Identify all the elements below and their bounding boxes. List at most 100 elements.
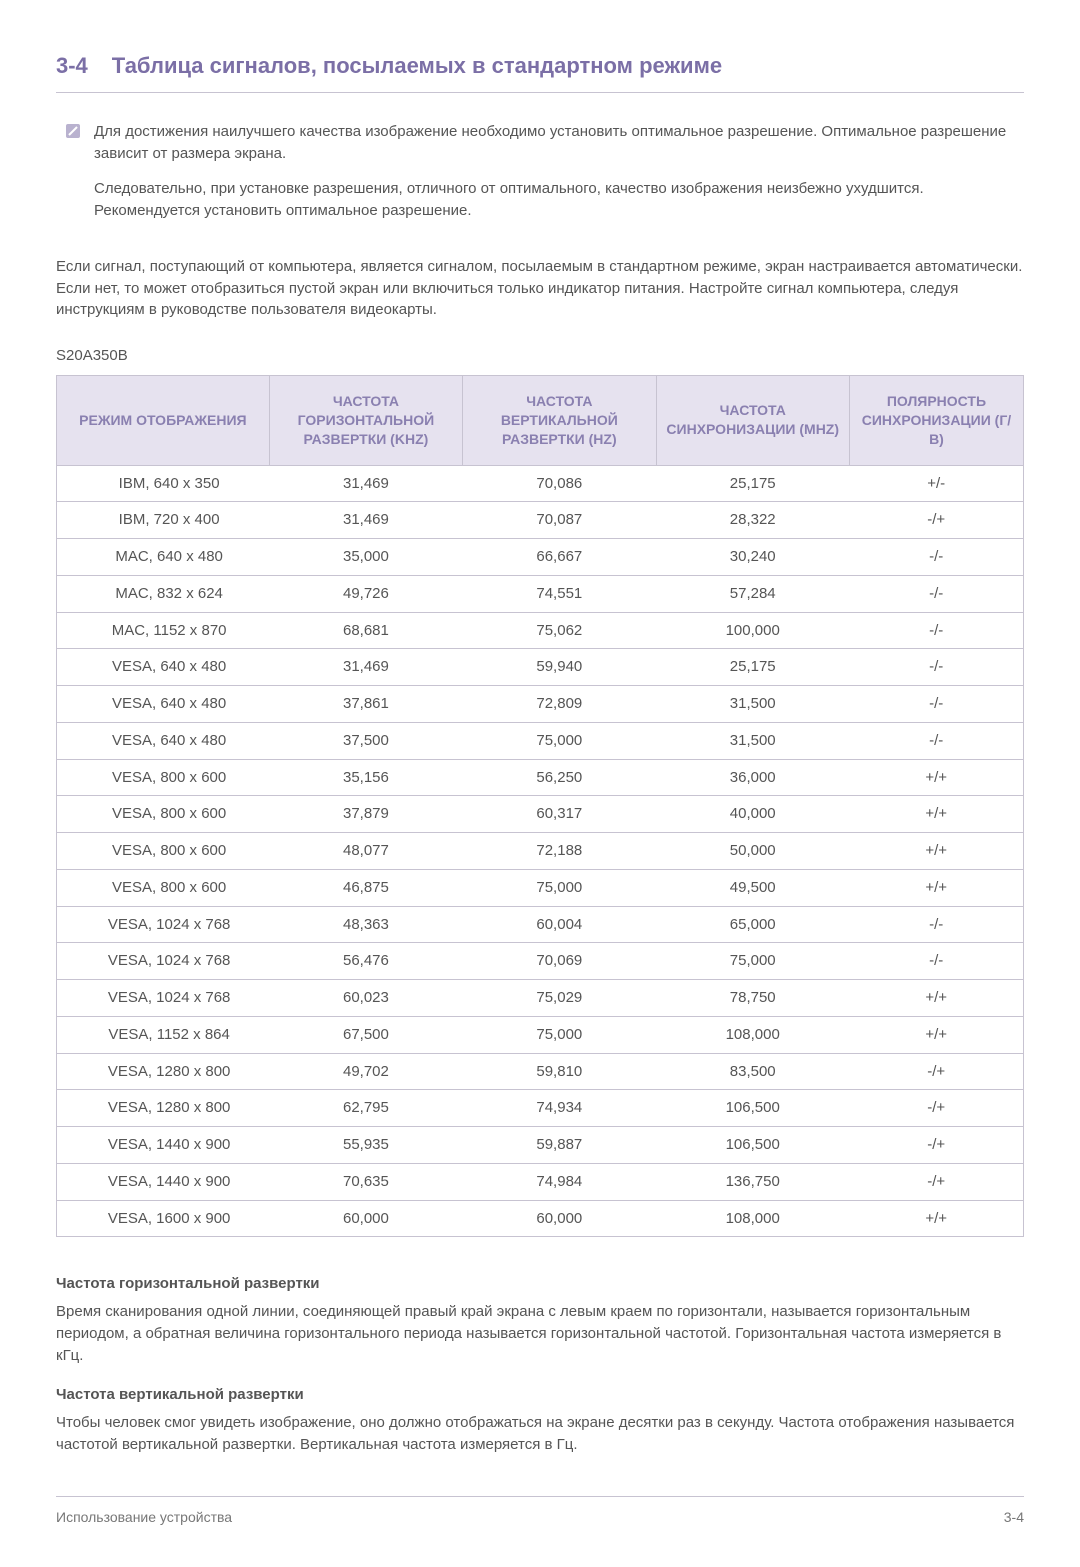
table-cell: VESA, 1600 x 900 [57,1200,270,1237]
table-row: VESA, 1440 x 90055,93559,887106,500-/+ [57,1127,1024,1164]
table-cell: 74,934 [463,1090,656,1127]
table-cell: 70,635 [269,1163,462,1200]
table-cell: 37,861 [269,686,462,723]
table-cell: 35,000 [269,539,462,576]
table-cell: VESA, 800 x 600 [57,796,270,833]
table-cell: -/+ [849,1127,1023,1164]
table-cell: -/- [849,649,1023,686]
table-cell: 60,000 [463,1200,656,1237]
table-cell: IBM, 720 x 400 [57,502,270,539]
table-cell: -/+ [849,1090,1023,1127]
table-row: VESA, 1280 x 80062,79574,934106,500-/+ [57,1090,1024,1127]
definitions: Частота горизонтальной развертки Время с… [56,1273,1024,1455]
table-cell: 106,500 [656,1090,849,1127]
table-cell: 49,726 [269,575,462,612]
table-cell: 35,156 [269,759,462,796]
table-cell: 31,500 [656,686,849,723]
def-v-title: Частота вертикальной развертки [56,1384,1024,1406]
table-cell: 49,500 [656,869,849,906]
table-row: VESA, 1024 x 76856,47670,06975,000-/- [57,943,1024,980]
table-cell: +/+ [849,833,1023,870]
table-cell: 56,250 [463,759,656,796]
table-cell: +/+ [849,796,1023,833]
table-cell: MAC, 832 x 624 [57,575,270,612]
table-cell: VESA, 1024 x 768 [57,943,270,980]
table-cell: 48,077 [269,833,462,870]
table-row: VESA, 800 x 60048,07772,18850,000+/+ [57,833,1024,870]
table-cell: VESA, 800 x 600 [57,759,270,796]
table-cell: 108,000 [656,1200,849,1237]
table-cell: 37,500 [269,722,462,759]
table-cell: 30,240 [656,539,849,576]
note-para-2: Следовательно, при установке разрешения,… [94,178,1024,222]
table-cell: 70,087 [463,502,656,539]
table-cell: 75,062 [463,612,656,649]
note-block: Для достижения наилучшего качества изобр… [56,121,1024,236]
section-header: 3-4Таблица сигналов, посылаемых в станда… [56,50,1024,93]
table-cell: 56,476 [269,943,462,980]
def-v-body: Чтобы человек смог увидеть изображение, … [56,1412,1024,1456]
table-cell: VESA, 1280 x 800 [57,1053,270,1090]
table-cell: 50,000 [656,833,849,870]
table-cell: 60,317 [463,796,656,833]
table-row: IBM, 720 x 40031,46970,08728,322-/+ [57,502,1024,539]
table-row: MAC, 1152 x 87068,68175,062100,000-/- [57,612,1024,649]
table-cell: 48,363 [269,906,462,943]
table-row: VESA, 640 x 48037,86172,80931,500-/- [57,686,1024,723]
table-col-header: ЧАСТОТА СИНХРОНИЗАЦИИ (MHZ) [656,375,849,465]
table-cell: -/- [849,575,1023,612]
table-cell: 62,795 [269,1090,462,1127]
table-cell: 70,086 [463,465,656,502]
page-footer: Использование устройства 3-4 [56,1496,1024,1527]
table-cell: +/+ [849,1016,1023,1053]
table-cell: 75,029 [463,980,656,1017]
table-cell: -/+ [849,1163,1023,1200]
table-cell: 37,879 [269,796,462,833]
table-cell: -/+ [849,1053,1023,1090]
table-col-header: ПОЛЯРНОСТЬ СИНХРОНИЗАЦИИ (Г/В) [849,375,1023,465]
table-row: VESA, 800 x 60035,15656,25036,000+/+ [57,759,1024,796]
table-cell: VESA, 1280 x 800 [57,1090,270,1127]
table-cell: 70,069 [463,943,656,980]
section-title-text: Таблица сигналов, посылаемых в стандартн… [112,53,722,78]
table-cell: -/- [849,612,1023,649]
table-cell: 55,935 [269,1127,462,1164]
table-cell: 31,469 [269,649,462,686]
table-cell: 100,000 [656,612,849,649]
table-col-header: ЧАСТОТА ВЕРТИКАЛЬНОЙ РАЗВЕРТКИ (HZ) [463,375,656,465]
table-cell: 59,887 [463,1127,656,1164]
table-row: VESA, 800 x 60046,87575,00049,500+/+ [57,869,1024,906]
table-cell: 31,469 [269,465,462,502]
model-label: S20A350B [56,345,1024,367]
table-cell: 72,809 [463,686,656,723]
table-cell: VESA, 1024 x 768 [57,980,270,1017]
table-cell: -/+ [849,502,1023,539]
table-cell: VESA, 640 x 480 [57,649,270,686]
table-cell: VESA, 640 x 480 [57,722,270,759]
table-cell: 40,000 [656,796,849,833]
table-cell: 31,500 [656,722,849,759]
table-cell: +/+ [849,869,1023,906]
table-cell: VESA, 1152 x 864 [57,1016,270,1053]
table-cell: VESA, 800 x 600 [57,833,270,870]
table-row: VESA, 1152 x 86467,50075,000108,000+/+ [57,1016,1024,1053]
table-col-header: ЧАСТОТА ГОРИЗОНТАЛЬНОЙ РАЗВЕРТКИ (KHZ) [269,375,462,465]
table-cell: 60,023 [269,980,462,1017]
table-cell: 60,004 [463,906,656,943]
table-cell: 75,000 [463,722,656,759]
table-row: VESA, 640 x 48031,46959,94025,175-/- [57,649,1024,686]
table-body: IBM, 640 x 35031,46970,08625,175+/-IBM, … [57,465,1024,1237]
table-cell: 72,188 [463,833,656,870]
table-cell: 75,000 [463,869,656,906]
table-cell: 68,681 [269,612,462,649]
table-cell: 46,875 [269,869,462,906]
note-icon [66,124,80,138]
table-cell: 106,500 [656,1127,849,1164]
table-cell: 60,000 [269,1200,462,1237]
table-cell: IBM, 640 x 350 [57,465,270,502]
table-row: VESA, 1440 x 90070,63574,984136,750-/+ [57,1163,1024,1200]
signal-table: РЕЖИМ ОТОБРАЖЕНИЯЧАСТОТА ГОРИЗОНТАЛЬНОЙ … [56,375,1024,1237]
table-cell: VESA, 1440 x 900 [57,1163,270,1200]
table-row: IBM, 640 x 35031,46970,08625,175+/- [57,465,1024,502]
table-cell: +/+ [849,980,1023,1017]
